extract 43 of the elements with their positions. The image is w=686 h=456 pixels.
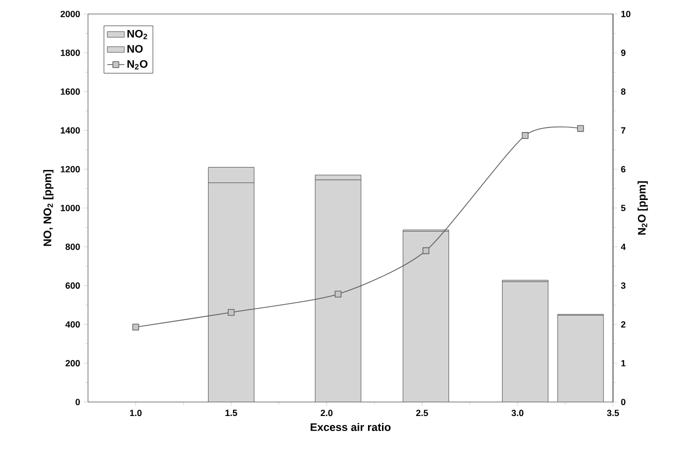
y2-tick-label: 3 (620, 282, 626, 289)
legend-label: NO$_{2}$ (127, 30, 148, 40)
point (577, 125, 584, 132)
y-tick-label: 200 (66, 360, 80, 366)
y-tick-label: 2000 (60, 10, 80, 18)
y2-tick-label: 6 (621, 166, 626, 172)
y2-tick-label: 0 (621, 398, 626, 406)
y-axis-title: NO, NO$_{2}$ [ppm] (43, 170, 54, 246)
y2-tick-label: 10 (621, 10, 630, 18)
point (132, 324, 140, 330)
y-tick-label: 400 (65, 321, 80, 328)
x-tick-label: 3.5 (606, 410, 619, 416)
legend-label: NO (127, 44, 143, 53)
y-tick-label: 1600 (60, 88, 80, 95)
y2-tick-label: 1 (621, 360, 626, 366)
x-tick-label: 3.0 (512, 410, 524, 416)
x-tick-label: 1.5 (226, 410, 238, 416)
y-tick-label: 1200 (60, 166, 80, 172)
y2-tick-label: 5 (621, 204, 626, 212)
x-tick-label: 2.0 (320, 410, 333, 416)
legend-label: N$_{2}$O (127, 60, 148, 70)
bar (557, 315, 604, 402)
y-tick-label: 1400 (60, 127, 80, 134)
point (334, 290, 342, 298)
y2-tick-label: 9 (621, 50, 626, 56)
y-tick-label: 1000 (60, 204, 80, 212)
point (422, 247, 430, 254)
y2-tick-label: 2 (621, 321, 626, 328)
point (522, 132, 529, 139)
y2-tick-label: 8 (621, 88, 626, 95)
y-tick-label: 1800 (60, 50, 80, 56)
y-tick-label: 600 (66, 282, 80, 289)
y2-tick-label: 4 (620, 244, 626, 250)
point (228, 308, 235, 316)
bar (502, 281, 548, 402)
y-tick-label: 800 (66, 244, 80, 250)
y2-axis-title: N$_{2}$O [ppm] (638, 181, 648, 235)
x-tick-label: 1.0 (130, 410, 142, 416)
x-axis-title: Excess air ratio (310, 422, 391, 432)
x-tick-label: 2.5 (416, 410, 428, 416)
y2-tick-label: 7 (621, 127, 626, 134)
bar (402, 231, 450, 402)
y-tick-label: 0 (76, 398, 80, 406)
